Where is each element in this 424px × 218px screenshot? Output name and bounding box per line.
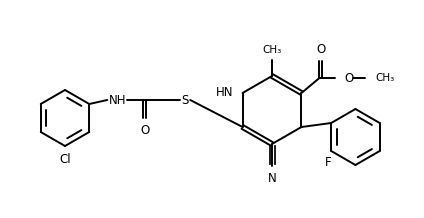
Text: N: N xyxy=(268,172,276,185)
Text: O: O xyxy=(140,124,149,137)
Text: CH₃: CH₃ xyxy=(375,73,395,83)
Text: HN: HN xyxy=(216,85,234,99)
Text: NH: NH xyxy=(109,94,126,107)
Text: CH₃: CH₃ xyxy=(262,45,282,55)
Text: O: O xyxy=(316,43,326,56)
Text: F: F xyxy=(325,156,332,169)
Text: Cl: Cl xyxy=(59,153,71,166)
Text: S: S xyxy=(181,94,189,107)
Text: O: O xyxy=(345,72,354,85)
